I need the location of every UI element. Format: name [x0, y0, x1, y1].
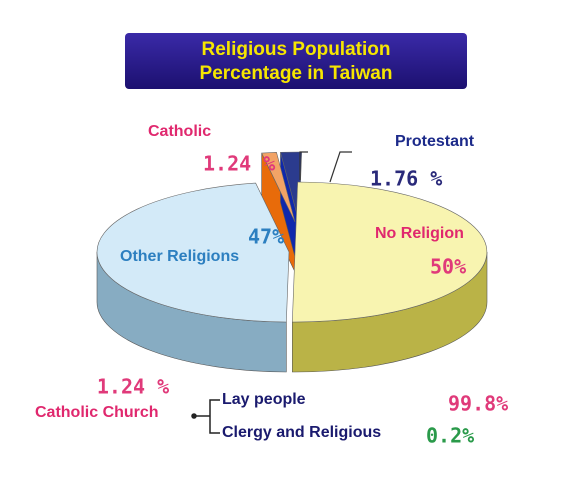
breakdown-share: 1.24 % [97, 375, 169, 399]
slice [261, 152, 296, 223]
pie [96, 151, 488, 373]
value-label: 47% [248, 225, 284, 249]
breakdown-item: Lay people [222, 391, 306, 408]
slice-label: Protestant [395, 133, 475, 150]
value-label: 50% [430, 255, 466, 279]
chart-title: Religious Population [202, 39, 391, 60]
breakdown-item-share: 0.2% [426, 424, 474, 448]
chart-title: Percentage in Taiwan [200, 63, 393, 84]
value-label: 1.24 % [203, 152, 275, 176]
slice-label: Other Religions [120, 248, 239, 265]
title-box [125, 33, 467, 89]
slice-label: Catholic [148, 123, 211, 140]
breakdown-item: Clergy and Religious [222, 424, 381, 441]
breakdown-item-share: 99.8% [448, 392, 508, 416]
slice [292, 181, 487, 323]
slice-label: No Religion [375, 225, 464, 242]
bracket [191, 399, 220, 434]
slice [96, 182, 290, 323]
value-label: 1.76 % [370, 167, 442, 191]
breakdown-name: Catholic Church [35, 404, 159, 421]
pointer-lines [299, 151, 352, 183]
